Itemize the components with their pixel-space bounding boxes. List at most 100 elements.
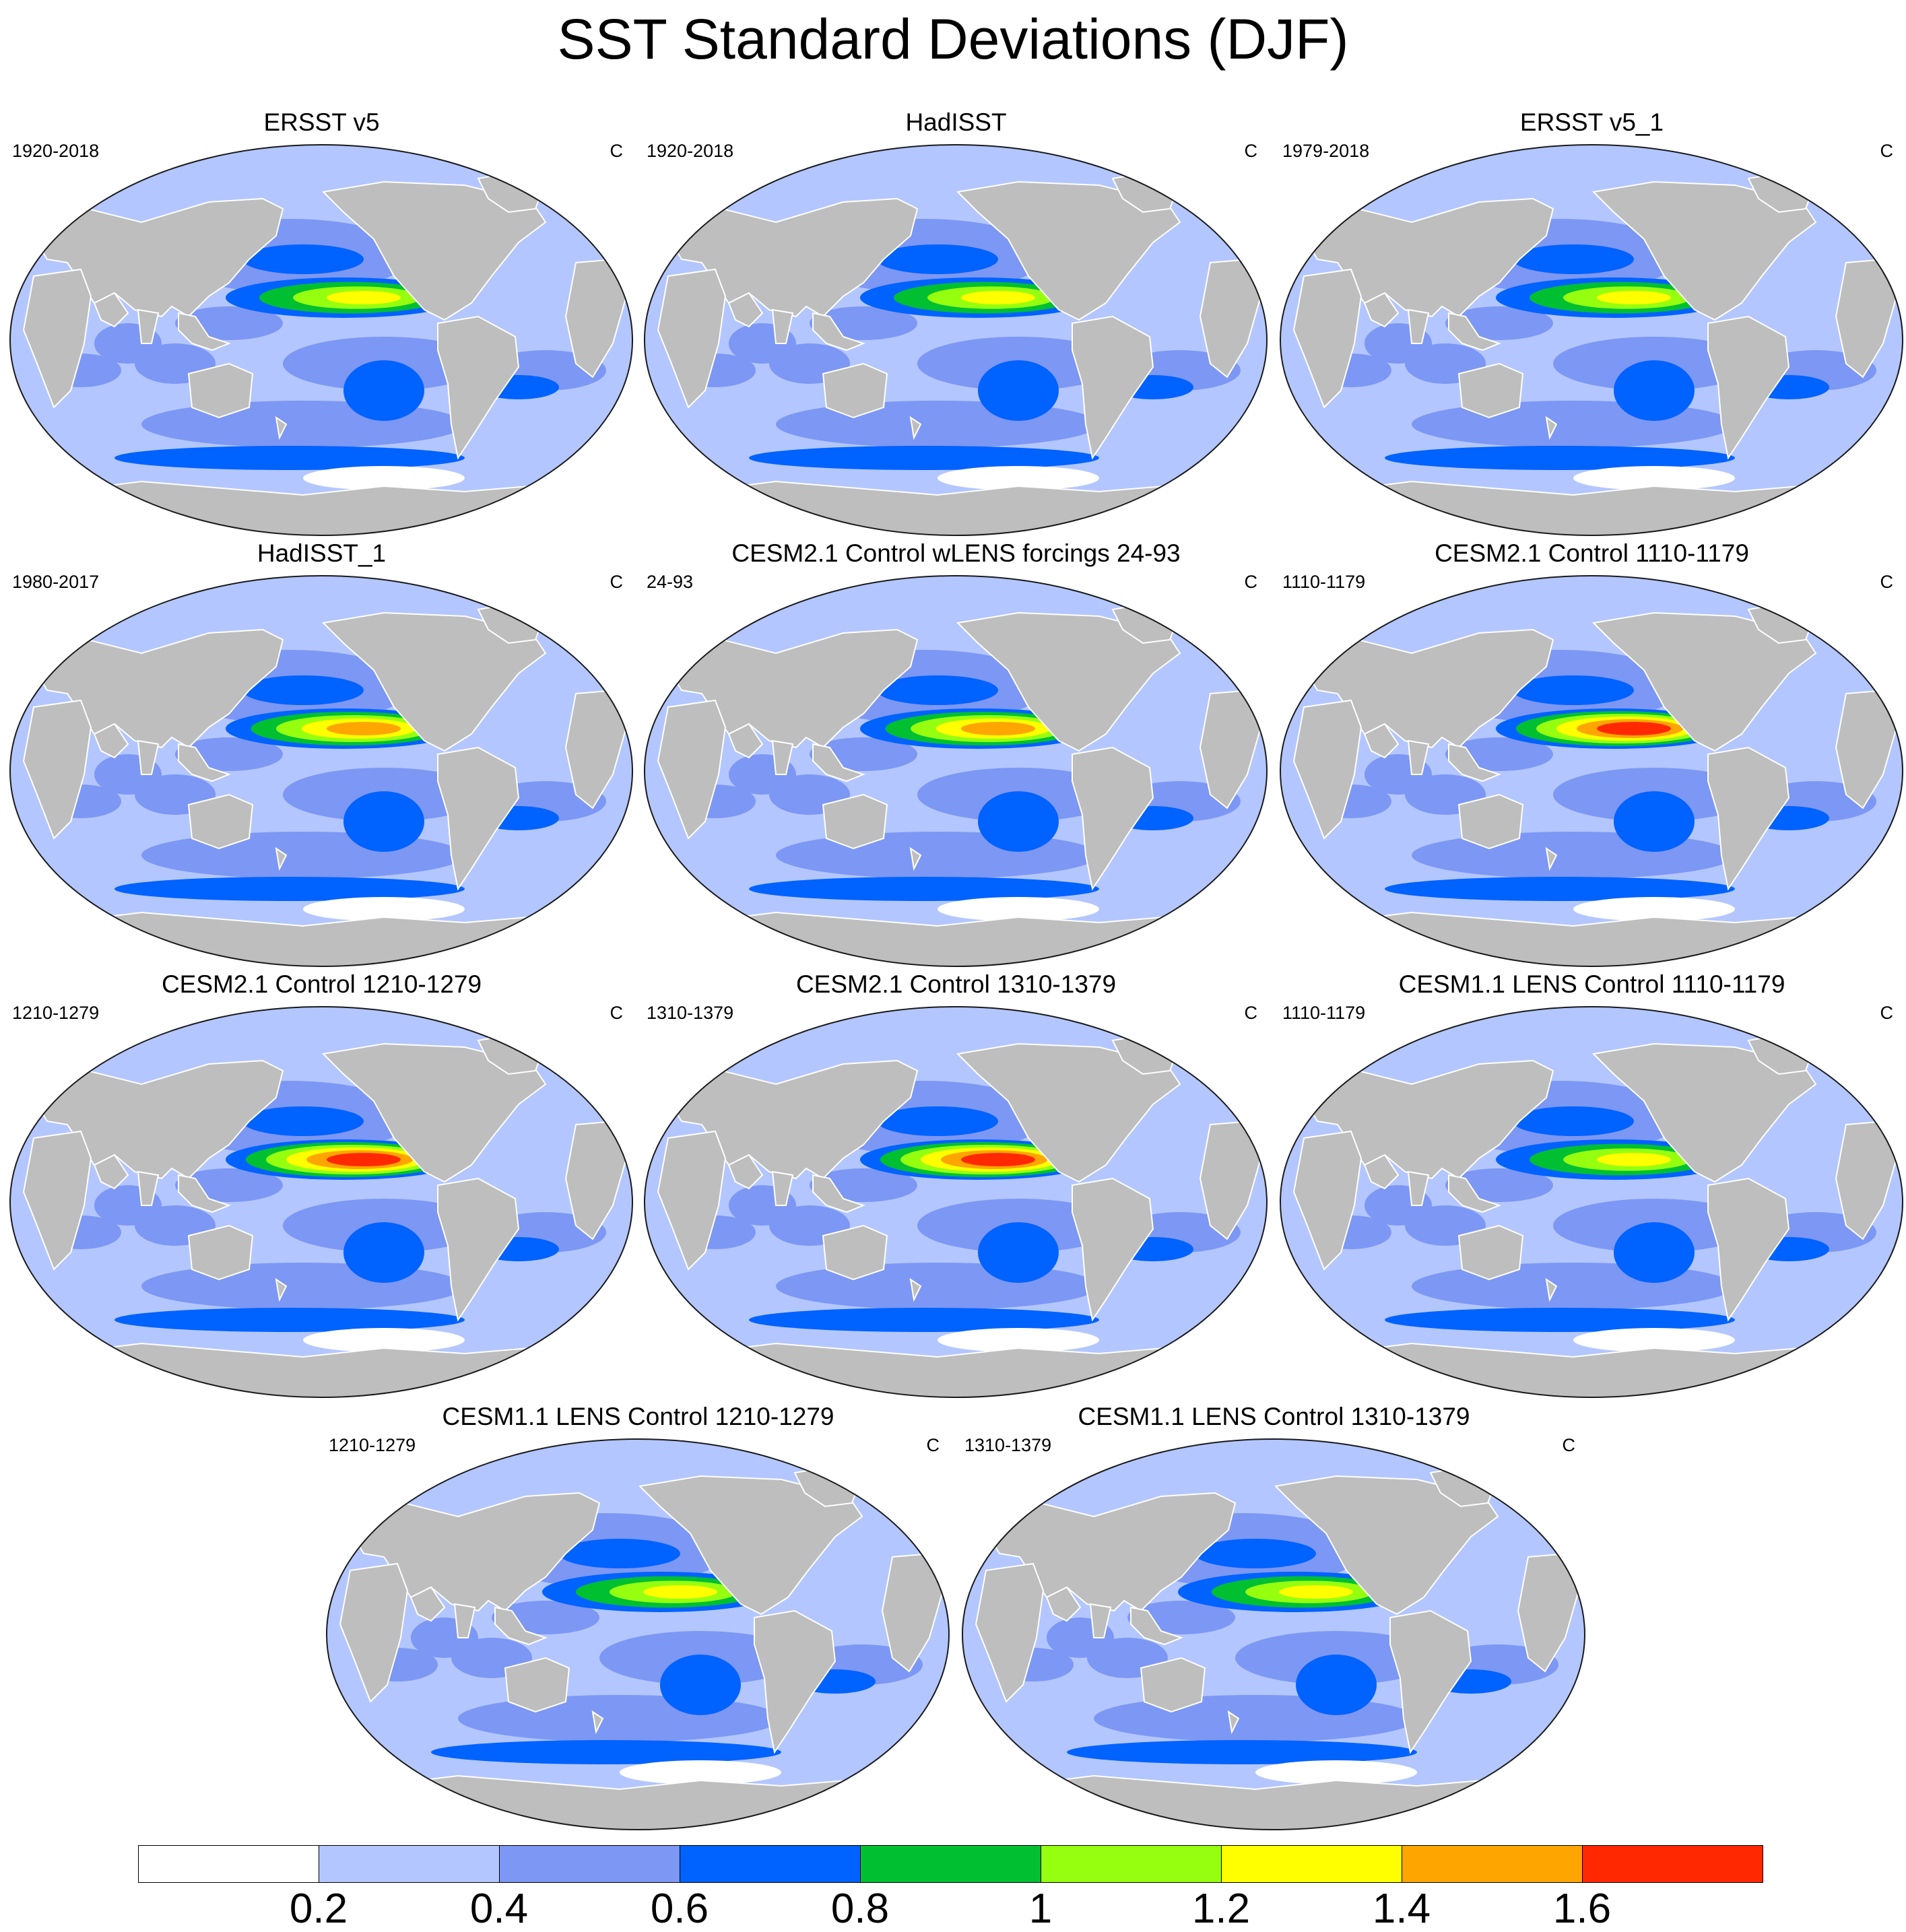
land-samerica [754,1609,836,1754]
contour-0.6-0.8 [1513,1106,1634,1136]
land-australia [187,793,254,850]
panel-unit: C [1562,1435,1576,1455]
sst-map [962,1438,1585,1830]
enso-contour [327,1153,401,1166]
contour-0-0.2 [620,1760,781,1785]
colorbar-label: 0.8 [830,1886,890,1932]
land-africa [657,268,727,409]
globe-outline [962,1438,1585,1830]
contour-0.6-0.8 [343,360,424,421]
colorbar-box [680,1845,861,1883]
land-samerica [1072,746,1154,891]
panel-title: ERSST v5 [263,108,380,136]
land-africa [657,699,727,840]
contour-0-0.2 [303,1328,465,1352]
colorbar-box [319,1845,500,1883]
land-seasia [812,312,865,352]
panel-unit: C [1244,141,1258,161]
land-africa [1292,268,1362,409]
contour-0.6-0.8 [978,1222,1059,1283]
land-australia [822,362,888,419]
land-africa [22,699,92,840]
land-arabia [1363,723,1400,759]
contour-0.6-0.8 [1385,877,1735,901]
panel-title: CESM2.1 Control 1210-1279 [161,970,482,998]
panel-unit: C [1244,572,1258,592]
land-seasia [1448,743,1501,782]
contour-0.6-0.8 [1195,1539,1316,1568]
colorbar-label: 1 [1028,1886,1053,1932]
land-india [771,1170,794,1206]
map-panel: HadISST_1 1980-2017 C [7,539,636,970]
land-seasia [812,743,865,782]
globe-outline [9,1006,633,1398]
panel-title: CESM1.1 LENS Control 1310-1379 [1078,1403,1470,1430]
land-samerica [1389,1609,1472,1754]
land-india [1407,1170,1430,1206]
colorbar-box [499,1845,680,1883]
land-india [1407,308,1430,344]
sst-map [1280,144,1903,536]
contour-0.6-0.8 [877,244,998,274]
contour-0-0.2 [1255,1760,1417,1785]
panel-period: 1310-1379 [647,1003,734,1023]
colorbar-box [138,1845,319,1883]
colorbar-label: 0.2 [289,1886,348,1932]
contour-0.6-0.8 [1296,1655,1377,1715]
land-samerica [437,746,520,891]
land-namerica [1591,611,1817,752]
contour-0-0.2 [938,466,1099,490]
land-arabia [93,723,129,759]
land-namerica [956,611,1181,752]
globe-outline [644,1006,1268,1398]
panel-period: 1310-1379 [964,1435,1052,1455]
contour-0.6-0.8 [343,1222,424,1283]
colorbar-label: 1.2 [1191,1886,1251,1932]
land-nz [909,1277,922,1302]
colorbar-label: 0.6 [650,1886,709,1932]
contour-0-0.2 [1573,466,1735,490]
contour-0.6-0.8 [242,675,364,705]
contour-0.6-0.8 [978,360,1059,421]
contour-0.6-0.8 [877,1106,998,1136]
contour-0-0.2 [938,1328,1099,1352]
colorbar-label: 0.4 [469,1886,529,1932]
land-india [771,308,794,344]
contour-0.6-0.8 [431,1740,781,1764]
panel-period: 1979-2018 [1282,141,1370,161]
enso-contour [327,291,401,304]
contour-0.6-0.8 [114,446,465,470]
contour-0.6-0.8 [559,1539,680,1568]
colorbar-box [860,1845,1041,1883]
sst-map [9,1006,633,1398]
colorbar-box [1041,1845,1222,1883]
sst-map [644,144,1268,536]
enso-contour [961,291,1035,304]
land-namerica [321,180,547,321]
land-seasia [178,1174,231,1213]
globe-outline [1280,144,1903,536]
land-australia [187,362,254,419]
land-australia [1140,1657,1206,1713]
land-seasia [1448,1174,1501,1213]
sst-map [644,575,1268,967]
enso-contour [1279,1585,1353,1599]
land-india [137,1170,160,1206]
enso-contour [327,722,401,735]
map-panel: CESM2.1 Control wLENS forcings 24-93 24-9… [641,539,1271,970]
land-nz [275,846,288,871]
map-panel: CESM1.1 LENS Control 1210-1279 1210-1279 C [323,1402,953,1833]
globe-outline [1280,575,1903,967]
contour-0.6-0.8 [978,791,1059,852]
contour-0-0.2 [303,466,465,490]
land-australia [1457,793,1524,850]
land-seasia [812,1174,865,1213]
contour-0.6-0.8 [660,1655,741,1715]
land-nz [1545,1277,1558,1302]
panel-unit: C [1880,141,1894,161]
contour-0.6-0.8 [242,1106,364,1136]
land-arabia [409,1586,446,1622]
land-seasia [1448,312,1501,352]
colorbar-box [1402,1845,1583,1883]
land-nz [1545,846,1558,871]
